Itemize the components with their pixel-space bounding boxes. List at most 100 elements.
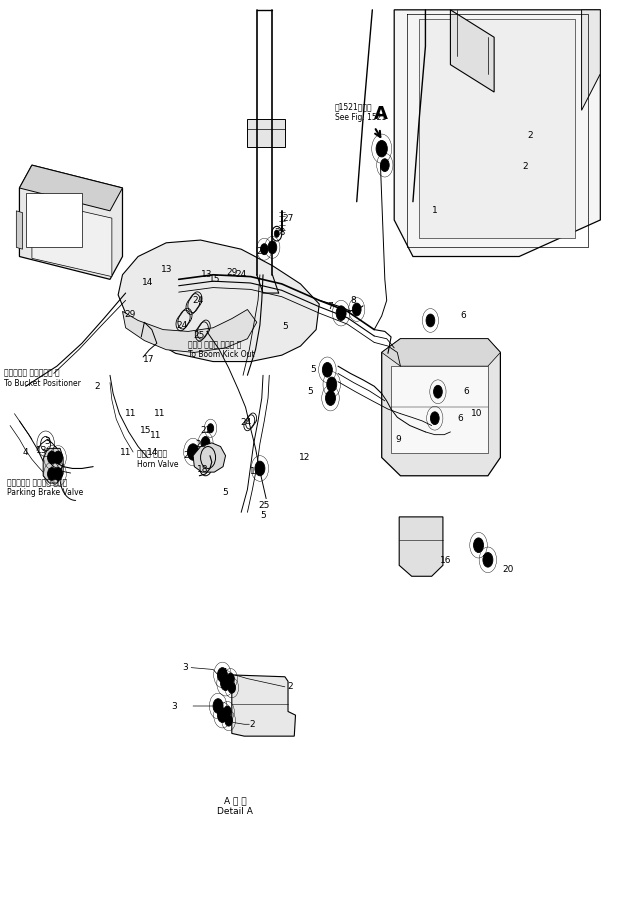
Circle shape bbox=[228, 683, 235, 694]
Text: 3: 3 bbox=[44, 436, 51, 446]
Polygon shape bbox=[232, 675, 295, 737]
Polygon shape bbox=[382, 339, 500, 366]
Text: 18: 18 bbox=[197, 465, 208, 474]
Text: 4: 4 bbox=[212, 705, 218, 714]
Circle shape bbox=[207, 424, 213, 433]
Text: バスケット ポジショナ へ
To Bucket Positioner: バスケット ポジショナ へ To Bucket Positioner bbox=[4, 369, 81, 388]
Text: 2: 2 bbox=[287, 683, 293, 692]
Text: 2: 2 bbox=[523, 163, 528, 171]
Text: 29: 29 bbox=[125, 309, 136, 318]
Polygon shape bbox=[43, 448, 63, 483]
Text: 13: 13 bbox=[201, 270, 213, 279]
Text: 16: 16 bbox=[439, 556, 451, 565]
Circle shape bbox=[220, 676, 230, 691]
Text: 6: 6 bbox=[463, 387, 469, 396]
Text: 4: 4 bbox=[23, 448, 29, 458]
Text: 6: 6 bbox=[457, 414, 463, 423]
Circle shape bbox=[255, 461, 265, 476]
Circle shape bbox=[187, 444, 198, 460]
Text: 24: 24 bbox=[235, 270, 247, 279]
Polygon shape bbox=[419, 19, 575, 238]
Polygon shape bbox=[193, 443, 225, 472]
Text: 7: 7 bbox=[327, 302, 333, 311]
Text: 13: 13 bbox=[36, 446, 47, 455]
Text: 25: 25 bbox=[259, 501, 270, 511]
Text: 19: 19 bbox=[482, 555, 494, 565]
Text: 21: 21 bbox=[183, 451, 195, 460]
Circle shape bbox=[327, 377, 337, 392]
Text: 19: 19 bbox=[250, 467, 261, 476]
Text: 1: 1 bbox=[432, 206, 438, 215]
Bar bbox=[26, 192, 82, 247]
Circle shape bbox=[483, 553, 493, 567]
Circle shape bbox=[201, 436, 210, 449]
Circle shape bbox=[426, 314, 435, 327]
Circle shape bbox=[48, 468, 56, 480]
Text: 2: 2 bbox=[250, 720, 255, 728]
Text: 24: 24 bbox=[192, 296, 203, 305]
Polygon shape bbox=[247, 120, 285, 147]
Polygon shape bbox=[451, 10, 494, 92]
Polygon shape bbox=[394, 10, 600, 256]
Text: 11: 11 bbox=[125, 409, 136, 418]
Polygon shape bbox=[123, 309, 257, 352]
Text: 17: 17 bbox=[143, 355, 155, 364]
Text: A: A bbox=[374, 105, 387, 123]
Circle shape bbox=[274, 230, 279, 237]
Circle shape bbox=[322, 362, 332, 377]
Text: 10: 10 bbox=[471, 409, 483, 418]
Text: 15: 15 bbox=[208, 274, 220, 284]
Text: ブーム キック アウト へ
To Boom Kick Out: ブーム キック アウト へ To Boom Kick Out bbox=[188, 340, 255, 360]
Circle shape bbox=[225, 716, 232, 727]
Circle shape bbox=[54, 451, 63, 464]
Text: 3: 3 bbox=[172, 702, 177, 711]
Circle shape bbox=[381, 158, 389, 171]
Polygon shape bbox=[19, 165, 123, 210]
Text: 4: 4 bbox=[222, 668, 227, 677]
Circle shape bbox=[217, 668, 227, 683]
Text: 11: 11 bbox=[154, 409, 166, 418]
Circle shape bbox=[217, 708, 227, 723]
Text: 22: 22 bbox=[200, 425, 211, 435]
Circle shape bbox=[431, 412, 439, 425]
Circle shape bbox=[213, 699, 223, 714]
Text: 5: 5 bbox=[223, 488, 228, 497]
Text: パーキング ブレーキ バルブ
Parking Brake Valve: パーキング ブレーキ バルブ Parking Brake Valve bbox=[7, 478, 83, 498]
Text: 27: 27 bbox=[282, 213, 294, 222]
Text: 28: 28 bbox=[275, 228, 286, 237]
Text: 5: 5 bbox=[260, 511, 266, 521]
Text: 29: 29 bbox=[226, 267, 237, 276]
Text: 11: 11 bbox=[120, 447, 131, 457]
Circle shape bbox=[434, 385, 443, 398]
Circle shape bbox=[227, 673, 234, 684]
Text: 12: 12 bbox=[299, 453, 310, 462]
Text: 24: 24 bbox=[240, 418, 251, 427]
Text: ホーン バルブ
Horn Valve: ホーン バルブ Horn Valve bbox=[137, 449, 178, 469]
Circle shape bbox=[223, 706, 231, 717]
Polygon shape bbox=[399, 517, 443, 576]
Circle shape bbox=[260, 243, 268, 254]
Text: 2: 2 bbox=[95, 382, 100, 391]
Text: 25: 25 bbox=[193, 330, 205, 339]
Text: 3: 3 bbox=[182, 663, 188, 673]
Text: 11: 11 bbox=[150, 431, 162, 440]
Text: A 詳 細
Detail A: A 詳 細 Detail A bbox=[217, 797, 253, 816]
Text: 23: 23 bbox=[195, 440, 206, 449]
Polygon shape bbox=[382, 339, 500, 476]
Polygon shape bbox=[118, 240, 319, 361]
Circle shape bbox=[268, 241, 277, 253]
Polygon shape bbox=[582, 10, 600, 111]
Text: 24: 24 bbox=[176, 320, 187, 329]
Text: 5: 5 bbox=[282, 322, 288, 331]
Circle shape bbox=[326, 391, 336, 405]
Text: 5: 5 bbox=[310, 365, 316, 374]
Polygon shape bbox=[19, 165, 123, 279]
Text: 14: 14 bbox=[142, 277, 153, 286]
Text: 8: 8 bbox=[351, 296, 356, 305]
Text: 第1521図参照
See Fig. 1521: 第1521図参照 See Fig. 1521 bbox=[335, 102, 386, 122]
Text: 2: 2 bbox=[528, 132, 533, 140]
Circle shape bbox=[336, 306, 346, 320]
Circle shape bbox=[376, 141, 387, 156]
Circle shape bbox=[352, 303, 361, 316]
Circle shape bbox=[54, 468, 63, 480]
